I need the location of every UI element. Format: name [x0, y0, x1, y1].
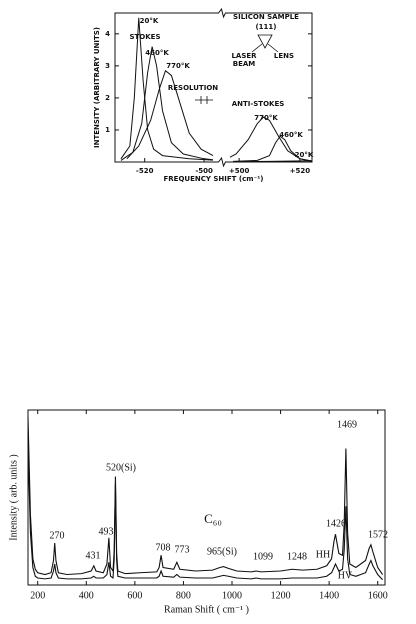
- axis-frame: [27, 409, 386, 586]
- annotation: 965(Si): [207, 546, 237, 557]
- axis-frame: [114, 12, 313, 163]
- x-tick-label: +520: [290, 167, 311, 175]
- x-tick-label: 800: [176, 590, 191, 601]
- line-series: [120, 46, 313, 162]
- line-series: [27, 416, 384, 576]
- x-tick-label: 1600: [368, 590, 388, 601]
- y-tick-label: 1: [105, 126, 110, 134]
- annotation: 1248: [287, 551, 307, 562]
- chart-silicon: 1 2 3 4 -520 -500 +500 +520 FREQUENCY SHIFT (cm⁻…: [93, 7, 314, 183]
- x-tick-label: -500: [195, 167, 213, 175]
- sample-icon: [257, 34, 273, 49]
- annotation: C₆₀: [204, 511, 222, 526]
- series-label: HV: [338, 570, 353, 581]
- axis-break: [213, 7, 230, 19]
- x-tick-label: 1200: [271, 590, 291, 601]
- annotation: 20°K: [295, 151, 314, 159]
- y-axis-label: INTENSITY (ARBITRARY UNITS): [93, 27, 101, 148]
- annotation: 520(Si): [106, 462, 136, 473]
- axis-break: [213, 156, 230, 168]
- y-tick-label: 2: [105, 94, 110, 102]
- series-label: 460°K: [145, 49, 169, 57]
- annotation: 460°K: [279, 131, 303, 139]
- annotation: 770°K: [254, 114, 278, 122]
- series-label: HH: [316, 549, 330, 560]
- series-label: 20°K: [140, 17, 159, 25]
- x-axis-label: Raman Shift ( cm⁻¹ ): [164, 604, 249, 615]
- line-series: [120, 17, 313, 163]
- annotation: 1099: [253, 551, 273, 562]
- annotation: RESOLUTION: [168, 84, 218, 92]
- annotation: 1469: [337, 419, 357, 430]
- x-tick-label: 1000: [222, 590, 242, 601]
- annotation: SILICON SAMPLE: [233, 13, 299, 21]
- x-tick-label: 1400: [319, 590, 339, 601]
- annotation: (111): [255, 23, 276, 31]
- annotation: LENS: [274, 52, 294, 60]
- y-axis-label: Intensity ( arb. units ): [8, 454, 19, 540]
- annotation: STOKES: [129, 33, 160, 41]
- annotation: 1572: [368, 529, 388, 540]
- line-series: [126, 69, 313, 162]
- line-series: [27, 444, 383, 581]
- annotation: 493: [99, 526, 114, 537]
- y-tick-label: 4: [105, 30, 110, 38]
- beam-arrow: [251, 43, 263, 53]
- annotation: 708: [156, 542, 171, 553]
- annotation: LASER: [231, 52, 257, 60]
- resolution-marker: [195, 96, 213, 104]
- y-tick-label: 3: [105, 62, 110, 70]
- lens-arrow: [267, 43, 279, 53]
- annotation: BEAM: [233, 60, 256, 68]
- series-label: 770°K: [166, 62, 190, 70]
- x-tick-label: 200: [30, 590, 45, 601]
- x-axis-label: FREQUENCY SHIFT (cm⁻¹): [164, 175, 264, 183]
- annotation: 431: [86, 550, 101, 561]
- annotation: ANTI-STOKES: [232, 100, 285, 108]
- x-tick-label: -520: [136, 167, 154, 175]
- annotation: 773: [175, 544, 190, 555]
- chart-c60: 200 400 600 800 1000 1200 1400 1600 Raman Shift …: [8, 409, 388, 615]
- annotation: 1426: [326, 518, 346, 529]
- x-tick-label: 400: [79, 590, 94, 601]
- annotation: 270: [50, 530, 65, 541]
- x-tick-label: +500: [229, 167, 250, 175]
- x-tick-label: 600: [127, 590, 142, 601]
